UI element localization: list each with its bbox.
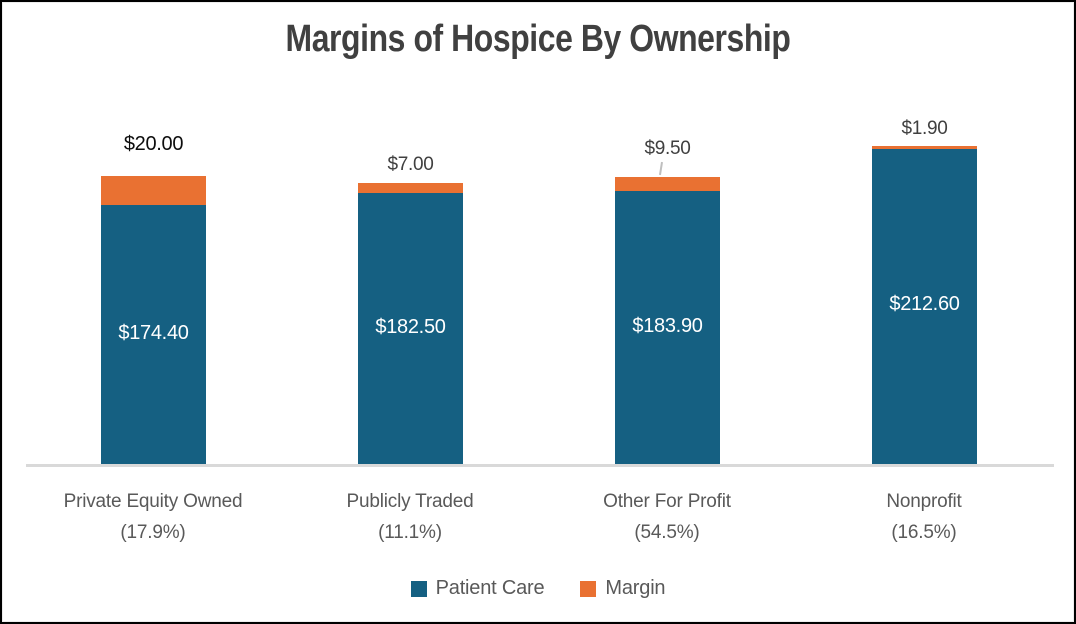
category-label-line1: Private Equity Owned [63, 491, 243, 512]
margin-data-label: $9.50 [644, 138, 691, 160]
patient-care-bar-segment[interactable] [872, 148, 977, 464]
margin-data-label: $7.00 [387, 154, 434, 176]
category-label-line1: Nonprofit [886, 491, 962, 512]
data-label-leader-line [658, 162, 663, 176]
margin-data-label: $20.00 [123, 132, 184, 155]
margin-bar-segment[interactable] [615, 177, 720, 192]
margin-bar-segment[interactable] [358, 183, 463, 194]
legend-item-patient-care[interactable]: Patient Care [410, 577, 545, 600]
chart-title: Margins of Hospice By Ownership [285, 18, 791, 60]
patient-care-bar-segment[interactable] [358, 193, 463, 464]
category-label-line2: (16.5%) [891, 522, 957, 543]
x-axis-line [26, 464, 1054, 467]
category-label-nonprofit: Nonprofit (16.5%) [795, 486, 1053, 548]
margin-bar-segment[interactable] [101, 175, 206, 206]
category-label-line2: (11.1%) [378, 522, 442, 543]
patient-care-data-label: $182.50 [375, 315, 446, 338]
category-label-line2: (17.9%) [120, 522, 186, 543]
patient-care-data-label: $174.40 [118, 321, 189, 344]
patient-care-data-label: $212.60 [889, 293, 960, 316]
category-label-line1: Other For Profit [603, 491, 731, 512]
category-label-private-equity: Private Equity Owned (17.9%) [24, 486, 282, 548]
patient-care-swatch-icon [410, 580, 427, 597]
patient-care-data-label: $183.90 [632, 314, 703, 337]
category-label-line2: (54.5%) [634, 522, 700, 543]
category-label-publicly-traded: Publicly Traded (11.1%) [281, 486, 539, 548]
category-label-other-for-profit: Other For Profit (54.5%) [538, 486, 796, 548]
margin-swatch-icon [580, 580, 597, 597]
margin-bar-segment[interactable] [872, 146, 977, 149]
patient-care-bar-segment[interactable] [101, 205, 206, 464]
legend-label: Margin [605, 577, 666, 599]
chart-legend: Patient Care Margin [2, 577, 1074, 600]
legend-label: Patient Care [435, 577, 545, 599]
category-label-line1: Publicly Traded [346, 491, 474, 512]
legend-item-margin[interactable]: Margin [580, 577, 666, 600]
margin-data-label: $1.90 [901, 118, 948, 139]
patient-care-bar-segment[interactable] [615, 191, 720, 464]
